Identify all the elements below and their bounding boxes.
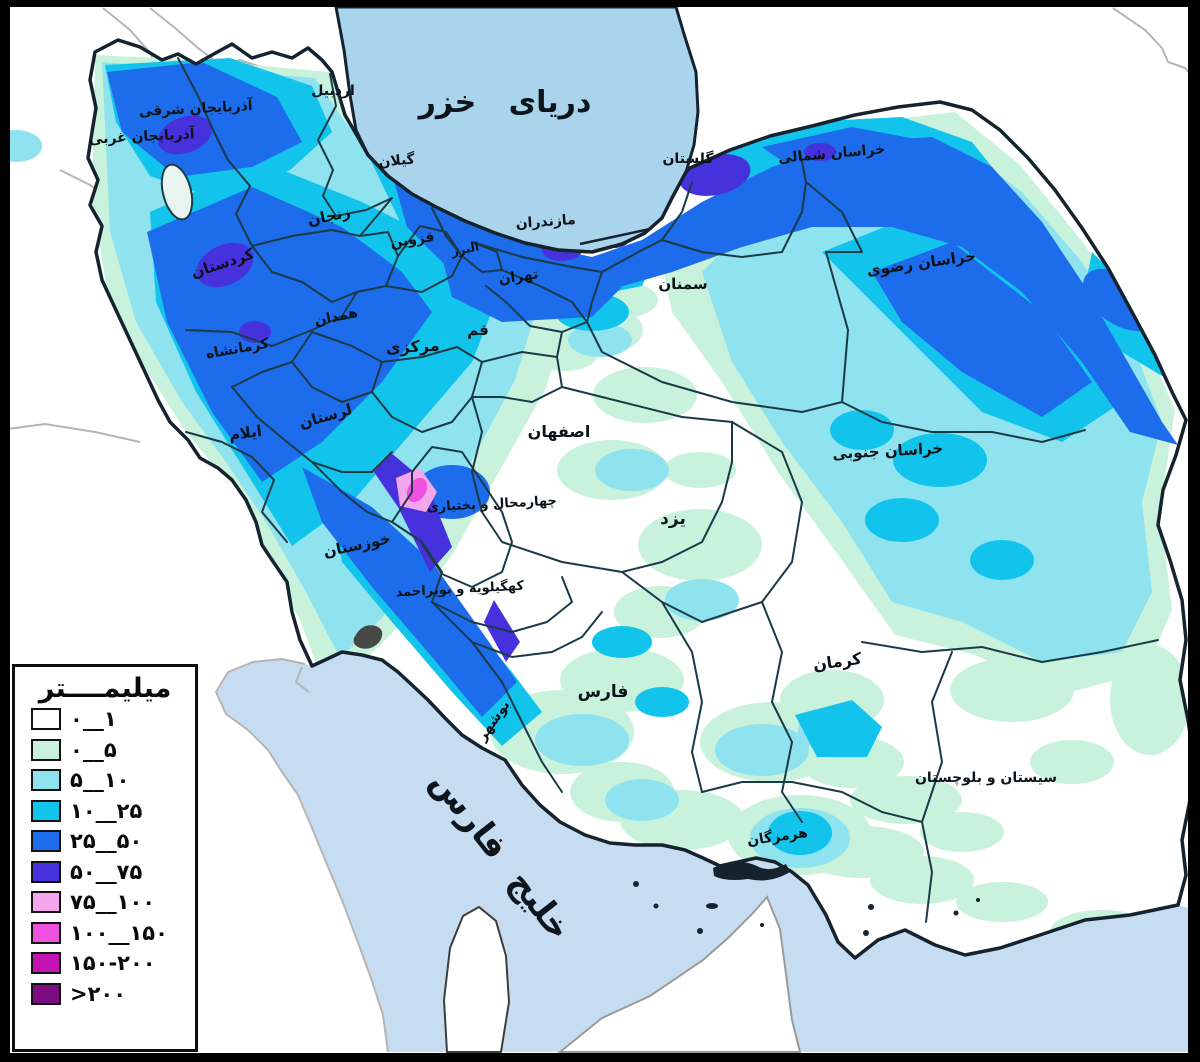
legend-row: ۵__۱۰ (31, 765, 195, 796)
legend-swatch (31, 830, 61, 853)
province-label: قزوین (389, 229, 435, 251)
legend-range-label: ۱۵۰-۲۰۰ (70, 951, 156, 976)
legend-swatch (31, 860, 61, 883)
legend-swatch (31, 708, 61, 731)
province-label: خراسان جنوبی (832, 439, 944, 463)
legend-range-label: ۰__۱ (70, 707, 117, 732)
precip-edge-spot (0, 130, 42, 162)
province-label: گلستان (662, 150, 714, 167)
legend-range-label: ۲۵__۵۰ (70, 829, 143, 854)
legend-range-label: ۵__۱۰ (70, 768, 130, 793)
legend-swatch (31, 799, 61, 822)
legend-row: ۱۵۰-۲۰۰ (31, 948, 195, 979)
legend-row: ۰__۵ (31, 735, 195, 766)
legend-row: ۷۵__۱۰۰ (31, 887, 195, 918)
marsh-symbol (353, 625, 383, 649)
legend-rows: ۰__۱ ۰__۵ ۵__۱۰ ۱۰__۲۵ ۲۵__۵۰ ۵۰__۷۵ ۷۵__۱۰۰ ۱۰… (15, 704, 195, 1009)
province-label: مازندران (515, 212, 576, 232)
legend-row: ۲۵__۵۰ (31, 826, 195, 857)
legend: میلیمــــتر ۰__۱ ۰__۵ ۵__۱۰ ۱۰__۲۵ ۲۵__۵۰ ۵۰_… (12, 664, 198, 1052)
legend-range-label: ۵۰__۷۵ (70, 859, 143, 884)
caspian-sea-label: دریای خزر (417, 85, 592, 120)
legend-range-label: >۲۰۰ (70, 981, 127, 1006)
province-label: چهارمحال و بختیاری (426, 494, 557, 516)
legend-range-label: ۷۵__۱۰۰ (70, 890, 156, 915)
legend-swatch (31, 769, 61, 792)
province-label: ایلام (228, 422, 263, 444)
islands (633, 861, 980, 936)
province-label: فارس (578, 682, 629, 702)
province-label: تهران (498, 266, 540, 287)
legend-row: ۱۰۰__۱۵۰ (31, 918, 195, 949)
uae-oman-land (557, 895, 802, 1053)
qatar-peninsula (442, 905, 511, 1053)
legend-swatch (31, 982, 61, 1005)
province-label: یزد (660, 509, 686, 529)
province-label: سیستان و بلوچستان (915, 770, 1057, 786)
precipitation-layers (92, 55, 1194, 958)
legend-swatch (31, 952, 61, 975)
province-label: گیلان (378, 150, 417, 170)
province-label: سمنان (658, 275, 707, 293)
legend-range-label: ۰__۵ (70, 737, 117, 762)
province-label: آذربایجان شرقی (138, 96, 254, 120)
legend-title: میلیمــــتر (38, 673, 172, 704)
legend-row: ۱۰__۲۵ (31, 796, 195, 827)
province-borders (177, 57, 1159, 923)
province-label: البرز (449, 239, 480, 259)
legend-row: ۰__۱ (31, 704, 195, 735)
miankaleh-spit (579, 227, 651, 246)
legend-row: >۲۰۰ (31, 979, 195, 1010)
province-label: اصفهان (528, 422, 591, 441)
province-label: آذربایجان غربی (88, 124, 196, 148)
province-label: قم (467, 321, 489, 339)
province-label: اردبیل (311, 83, 355, 99)
province-label: کهگیلویه و بویراحمد (395, 578, 525, 601)
legend-row: ۵۰__۷۵ (31, 857, 195, 888)
legend-swatch (31, 921, 61, 944)
legend-range-label: ۱۰۰__۱۵۰ (70, 920, 168, 945)
legend-range-label: ۱۰__۲۵ (70, 798, 143, 823)
legend-swatch (31, 891, 61, 914)
lake-urmia (160, 163, 194, 221)
legend-swatch (31, 738, 61, 761)
province-label: مرکزی (385, 336, 440, 358)
